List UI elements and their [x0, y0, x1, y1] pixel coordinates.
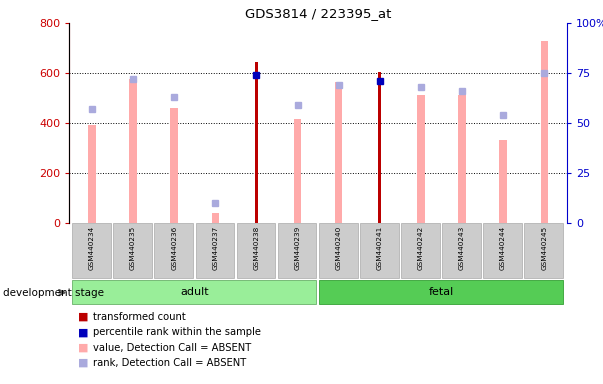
Text: development stage: development stage	[3, 288, 104, 298]
FancyBboxPatch shape	[236, 223, 276, 278]
Text: transformed count: transformed count	[93, 312, 186, 322]
FancyBboxPatch shape	[195, 223, 234, 278]
FancyBboxPatch shape	[360, 223, 399, 278]
FancyBboxPatch shape	[319, 223, 358, 278]
Bar	[294, 119, 302, 223]
Bar	[540, 41, 548, 223]
FancyBboxPatch shape	[154, 223, 193, 278]
Text: ■: ■	[78, 312, 89, 322]
Bar	[378, 72, 382, 223]
Bar	[171, 108, 178, 223]
Bar	[254, 62, 258, 223]
Bar	[417, 95, 425, 223]
FancyBboxPatch shape	[525, 223, 563, 278]
Text: rank, Detection Call = ABSENT: rank, Detection Call = ABSENT	[93, 358, 247, 368]
FancyBboxPatch shape	[319, 280, 563, 304]
Text: GSM440240: GSM440240	[336, 225, 342, 270]
FancyBboxPatch shape	[72, 223, 111, 278]
Text: ■: ■	[78, 327, 89, 337]
FancyBboxPatch shape	[401, 223, 440, 278]
Text: fetal: fetal	[429, 287, 454, 297]
FancyBboxPatch shape	[113, 223, 152, 278]
Text: GSM440238: GSM440238	[253, 225, 259, 270]
Text: GSM440243: GSM440243	[459, 225, 465, 270]
Text: GSM440244: GSM440244	[500, 225, 506, 270]
Bar	[88, 125, 96, 223]
Text: GSM440237: GSM440237	[212, 225, 218, 270]
Bar	[499, 141, 507, 223]
Text: value, Detection Call = ABSENT: value, Detection Call = ABSENT	[93, 343, 251, 353]
Text: percentile rank within the sample: percentile rank within the sample	[93, 327, 262, 337]
Bar	[130, 79, 137, 223]
FancyBboxPatch shape	[278, 223, 317, 278]
Text: adult: adult	[180, 287, 209, 297]
Text: GSM440239: GSM440239	[294, 225, 300, 270]
Bar	[458, 95, 466, 223]
Text: GSM440245: GSM440245	[541, 225, 547, 270]
Text: ■: ■	[78, 343, 89, 353]
Bar	[335, 82, 343, 223]
Bar	[212, 213, 219, 223]
Text: GSM440234: GSM440234	[89, 225, 95, 270]
Text: ■: ■	[78, 358, 89, 368]
Title: GDS3814 / 223395_at: GDS3814 / 223395_at	[245, 7, 391, 20]
FancyBboxPatch shape	[442, 223, 481, 278]
Text: GSM440242: GSM440242	[418, 225, 424, 270]
Text: GSM440236: GSM440236	[171, 225, 177, 270]
Text: GSM440235: GSM440235	[130, 225, 136, 270]
FancyBboxPatch shape	[484, 223, 522, 278]
Text: GSM440241: GSM440241	[377, 225, 383, 270]
FancyBboxPatch shape	[72, 280, 317, 304]
